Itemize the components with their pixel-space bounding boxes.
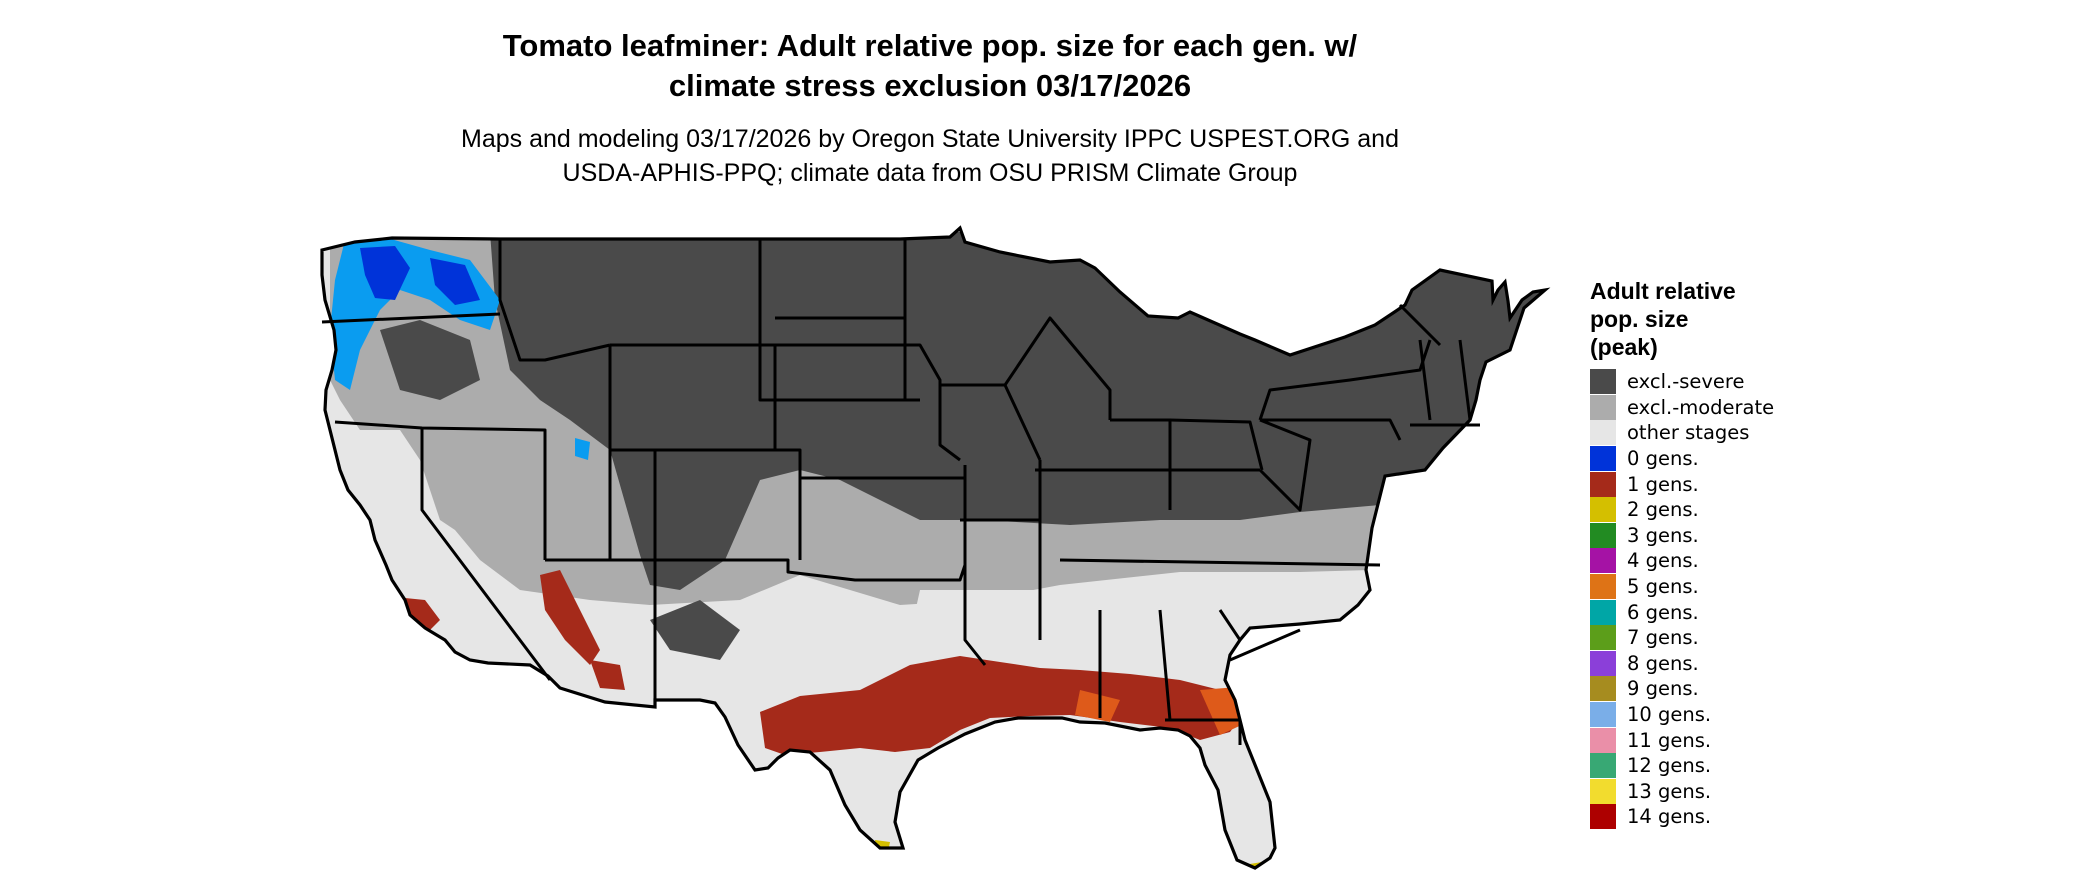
legend-swatch xyxy=(1590,548,1616,574)
legend-label: 1 gens. xyxy=(1627,472,1699,496)
legend-item: 12 gens. xyxy=(1590,753,1890,779)
legend-swatch xyxy=(1590,369,1616,395)
legend-item: 10 gens. xyxy=(1590,702,1890,728)
legend-swatch xyxy=(1590,471,1616,497)
title-line-1: Tomato leafminer: Adult relative pop. si… xyxy=(502,28,1358,63)
legend-swatch xyxy=(1590,497,1616,523)
legend-swatch xyxy=(1590,446,1616,472)
title-line-2: climate stress exclusion 03/17/2026 xyxy=(668,68,1192,103)
legend-item: 4 gens. xyxy=(1590,548,1890,574)
legend-label: 2 gens. xyxy=(1627,498,1699,522)
legend-title: Adult relative pop. size (peak) xyxy=(1590,277,1890,361)
legend-label: other stages xyxy=(1627,421,1750,445)
state-borders xyxy=(321,238,1480,745)
legend-swatch xyxy=(1590,650,1616,676)
legend-label: excl.-moderate xyxy=(1627,395,1775,419)
map-title: Tomato leafminer: Adult relative pop. si… xyxy=(400,26,1460,106)
legend-swatch xyxy=(1590,676,1616,702)
legend-label: excl.-severe xyxy=(1627,370,1745,394)
legend-swatch xyxy=(1590,702,1616,728)
legend-item: 5 gens. xyxy=(1590,574,1890,600)
legend-swatch xyxy=(1590,420,1616,446)
us-map xyxy=(320,226,1547,870)
legend-label: 12 gens. xyxy=(1627,754,1712,778)
legend-label: 10 gens. xyxy=(1627,703,1712,727)
legend-label: 8 gens. xyxy=(1627,651,1699,675)
legend-swatch xyxy=(1590,574,1616,600)
legend-swatch xyxy=(1590,599,1616,625)
legend-item: excl.-severe xyxy=(1590,369,1890,395)
legend-item: 6 gens. xyxy=(1590,599,1890,625)
legend-item: 3 gens. xyxy=(1590,522,1890,549)
legend-title-line-3: (peak) xyxy=(1590,334,1658,360)
legend-item: other stages xyxy=(1590,420,1890,446)
legend-swatch xyxy=(1590,727,1616,753)
legend-item: excl.-moderate xyxy=(1590,394,1890,421)
legend-item: 2 gens. xyxy=(1590,497,1890,523)
legend-swatch xyxy=(1590,522,1616,548)
legend-label: 4 gens. xyxy=(1627,549,1699,573)
map-subtitle: Maps and modeling 03/17/2026 by Oregon S… xyxy=(380,122,1480,190)
legend-label: 0 gens. xyxy=(1627,447,1699,471)
legend-swatch xyxy=(1590,804,1616,830)
legend-item: 11 gens. xyxy=(1590,727,1890,753)
legend-swatch xyxy=(1590,753,1616,779)
legend-label: 3 gens. xyxy=(1627,523,1699,547)
legend-item: 13 gens. xyxy=(1590,778,1890,805)
legend-label: 6 gens. xyxy=(1627,600,1699,624)
legend-item: 8 gens. xyxy=(1590,650,1890,677)
legend-item: 14 gens. xyxy=(1590,804,1890,830)
legend-title-line-1: Adult relative xyxy=(1590,278,1736,304)
legend-item: 0 gens. xyxy=(1590,446,1890,472)
legend-swatch xyxy=(1590,778,1616,804)
legend-item: 7 gens. xyxy=(1590,625,1890,651)
legend-label: 11 gens. xyxy=(1627,728,1712,752)
map-fill-layer xyxy=(322,228,1545,868)
subtitle-line-2: USDA-APHIS-PPQ; climate data from OSU PR… xyxy=(562,159,1298,187)
subtitle-line-1: Maps and modeling 03/17/2026 by Oregon S… xyxy=(461,125,1399,153)
legend-label: 7 gens. xyxy=(1627,626,1699,650)
legend-items: excl.-severe excl.-moderate other stages 0 … xyxy=(1590,369,1890,830)
legend-title-line-2: pop. size xyxy=(1590,306,1689,332)
legend-swatch xyxy=(1590,394,1616,420)
legend-item: 9 gens. xyxy=(1590,676,1890,702)
legend-item: 1 gens. xyxy=(1590,471,1890,497)
legend-label: 14 gens. xyxy=(1627,805,1712,829)
map-legend: Adult relative pop. size (peak) excl.-se… xyxy=(1590,277,1890,830)
legend-label: 9 gens. xyxy=(1627,677,1699,701)
legend-swatch xyxy=(1590,625,1616,651)
legend-label: 5 gens. xyxy=(1627,575,1699,599)
legend-label: 13 gens. xyxy=(1627,779,1712,803)
